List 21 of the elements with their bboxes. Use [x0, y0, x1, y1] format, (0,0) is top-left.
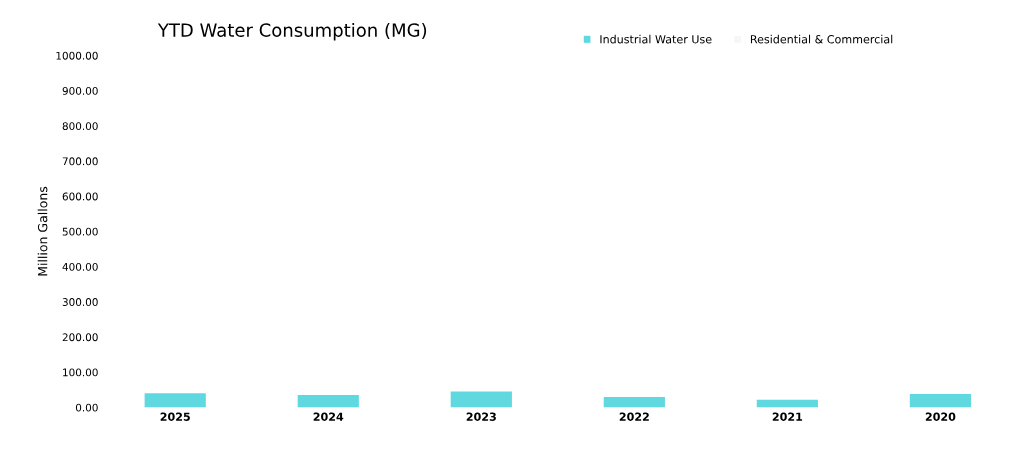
y-tick-label: 700.00 [62, 157, 98, 166]
y-axis-title: Million Gallons [37, 186, 48, 276]
x-tick-label: 2024 [313, 412, 344, 421]
y-tick-label: 100.00 [63, 368, 98, 377]
x-tick-label: 2023 [466, 412, 496, 421]
y-tick-label: 0.00 [75, 403, 98, 412]
y-tick-label: 200.00 [62, 333, 98, 342]
x-tick-label: 2022 [619, 412, 649, 421]
chart-title: YTD Water Consumption (MG) [157, 22, 427, 41]
y-tick-label: 400.00 [62, 262, 98, 271]
y-tick-label: 300.00 [62, 298, 98, 306]
x-tick-label: 2021 [772, 412, 803, 421]
y-tick-label: 800.00 [62, 122, 98, 131]
y-tick-label: 900.00 [62, 86, 98, 95]
x-tick-label: 2025 [160, 412, 190, 421]
legend-label: Industrial Water Use [600, 34, 712, 44]
y-tick-label: 600.00 [62, 192, 98, 201]
legend-label: Residential & Commercial [750, 34, 893, 44]
x-tick-label: 2020 [925, 412, 956, 421]
y-tick-label: 1000.00 [56, 51, 98, 60]
y-tick-label: 500.00 [62, 227, 98, 236]
